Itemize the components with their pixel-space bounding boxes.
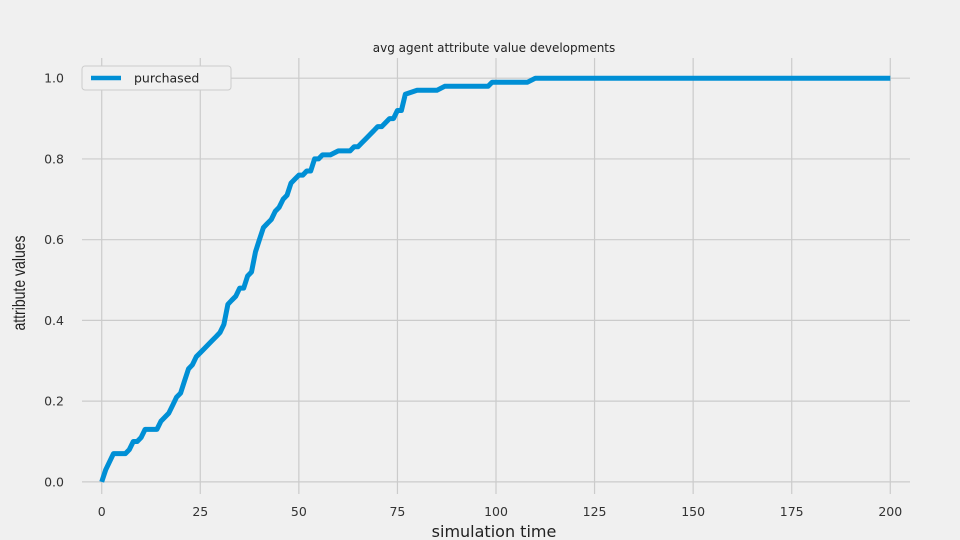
x-tick-label: 0 — [98, 504, 106, 519]
legend-box — [81, 65, 232, 91]
x-tick-label: 200 — [878, 504, 902, 519]
series-line-purchased — [99, 75, 891, 483]
y-tick-label: 0.4 — [44, 313, 64, 328]
y-axis-label: attribute values — [9, 235, 29, 330]
y-tick-label: 1.0 — [44, 71, 64, 86]
y-tick-label: 0.8 — [44, 151, 64, 166]
x-tick-label: 75 — [389, 504, 405, 519]
gridlines — [82, 58, 910, 494]
x-axis-ticks: 0 25 50 75 100 125 150 175 200 — [98, 504, 903, 519]
x-tick-label: 100 — [484, 504, 508, 519]
chart-title: avg agent attribute value developments — [373, 41, 616, 55]
x-tick-label: 25 — [192, 504, 208, 519]
y-tick-label: 0.0 — [44, 474, 64, 489]
x-axis-label: simulation time — [432, 522, 557, 540]
y-axis-ticks: 0.0 0.2 0.4 0.6 0.8 1.0 — [44, 71, 64, 490]
x-tick-label: 175 — [780, 504, 804, 519]
y-tick-label: 0.2 — [44, 394, 64, 409]
y-tick-label: 0.6 — [44, 232, 64, 247]
x-tick-label: 150 — [681, 504, 705, 519]
series-layer — [99, 75, 891, 483]
x-tick-label: 125 — [583, 504, 607, 519]
x-tick-label: 50 — [291, 504, 307, 519]
legend: purchased — [81, 65, 232, 91]
legend-label-purchased: purchased — [134, 71, 199, 86]
